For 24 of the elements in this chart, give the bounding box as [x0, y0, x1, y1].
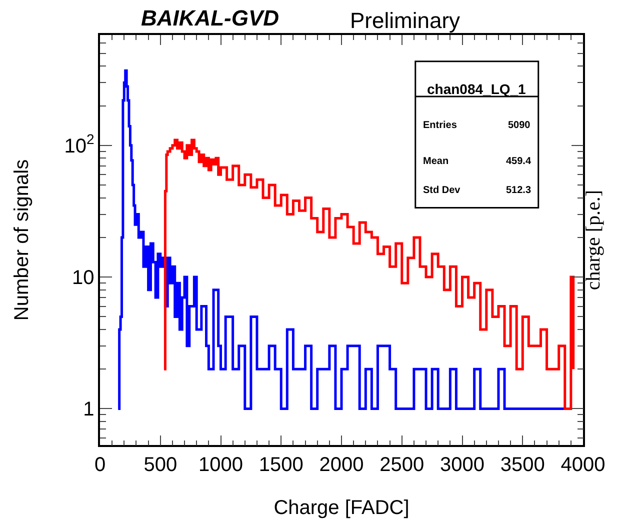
y-tick-label: 1 — [83, 398, 94, 421]
annotation: Std Dev — [423, 185, 461, 196]
x-tick-label: 500 — [144, 454, 178, 476]
y-tick-label: 10$^{2}$ — [64, 131, 94, 158]
text: Preliminary — [350, 8, 460, 33]
annotation: 5090 — [508, 120, 531, 131]
chart-title: BAIKAL-GVD — [140, 6, 280, 31]
x-tick-label: 3000 — [440, 454, 484, 476]
x-tick-label: 1000 — [198, 454, 243, 476]
y-tick-label: 10 — [72, 267, 94, 290]
x-tick-label: 0 — [94, 454, 106, 476]
x-tick-label: 4000 — [560, 454, 606, 476]
y-axis-title: Number of signals — [11, 159, 34, 321]
x-tick-label: 2000 — [319, 454, 364, 476]
x-axis-title: Charge [FADC] — [274, 496, 410, 519]
annotation: chan084_LQ_1 — [427, 81, 526, 97]
x-tick-label: 2500 — [380, 454, 424, 476]
annotation: 512.3 — [506, 185, 532, 196]
x-tick-label: 1500 — [258, 454, 304, 476]
annotation: Entries — [423, 120, 458, 131]
x-tick-label: 3500 — [500, 454, 545, 476]
y2-axis-title: charge [p.e.] — [582, 190, 604, 290]
annotation: Mean — [423, 156, 449, 167]
annotation: 459.4 — [506, 156, 532, 167]
